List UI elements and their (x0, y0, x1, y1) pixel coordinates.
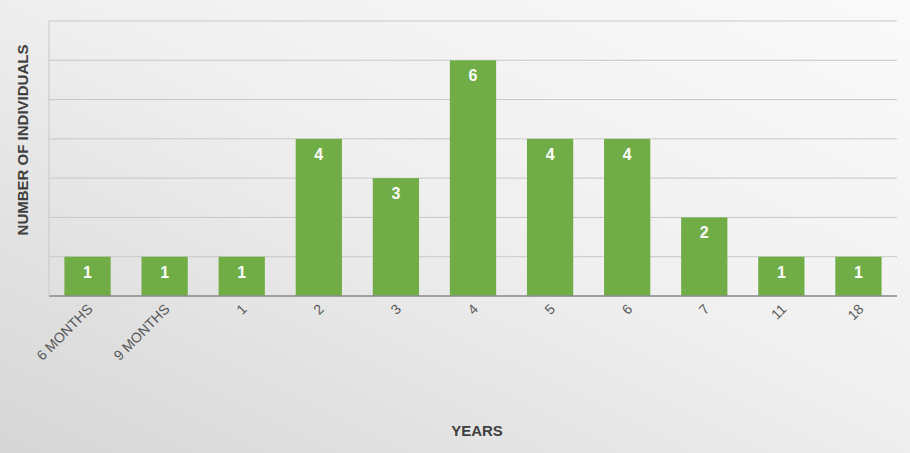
x-tick-label: 3 (387, 301, 404, 318)
bar (64, 257, 110, 296)
data-label: 1 (83, 264, 92, 281)
data-label: 1 (777, 264, 786, 281)
x-tick-label: 5 (541, 301, 558, 318)
bar (681, 217, 727, 296)
bar (527, 139, 573, 296)
x-tick-label: 18 (844, 301, 866, 323)
x-tick-label: 11 (768, 301, 790, 323)
bar (219, 257, 265, 296)
bar (604, 139, 650, 296)
data-label: 3 (391, 185, 400, 202)
x-tick-label: 1 (233, 301, 250, 318)
x-tick-label: 7 (696, 301, 713, 318)
data-label: 2 (700, 224, 709, 241)
x-tick-label: 2 (310, 301, 327, 318)
data-label: 1 (160, 264, 169, 281)
bar (835, 257, 881, 296)
chart-svg: 111436442116 MONTHS9 MONTHS12345671118YE… (0, 0, 910, 453)
background (0, 0, 910, 453)
bars (64, 60, 881, 296)
x-tick-label: 6 (618, 301, 635, 318)
x-axis-line (49, 295, 897, 297)
bar (450, 60, 496, 296)
chart-container: 111436442116 MONTHS9 MONTHS12345671118YE… (0, 0, 910, 453)
grid-line (49, 296, 897, 297)
y-axis-title: NUMBER OF INDIVIDUALS (14, 45, 31, 236)
x-tick-label: 6 MONTHS (33, 301, 95, 363)
y-axis-line (49, 21, 50, 296)
grid-line (49, 21, 897, 22)
x-axis-title: YEARS (451, 422, 503, 439)
data-label: 1 (854, 264, 863, 281)
bar (142, 257, 188, 296)
data-label: 4 (623, 146, 632, 163)
data-label: 1 (237, 264, 246, 281)
data-label: 6 (469, 67, 478, 84)
x-tick-label: 4 (464, 301, 481, 318)
bar (758, 257, 804, 296)
x-tick-label: 9 MONTHS (110, 301, 172, 363)
data-label: 4 (314, 146, 323, 163)
bar (373, 178, 419, 296)
data-label: 4 (546, 146, 555, 163)
bar (296, 139, 342, 296)
